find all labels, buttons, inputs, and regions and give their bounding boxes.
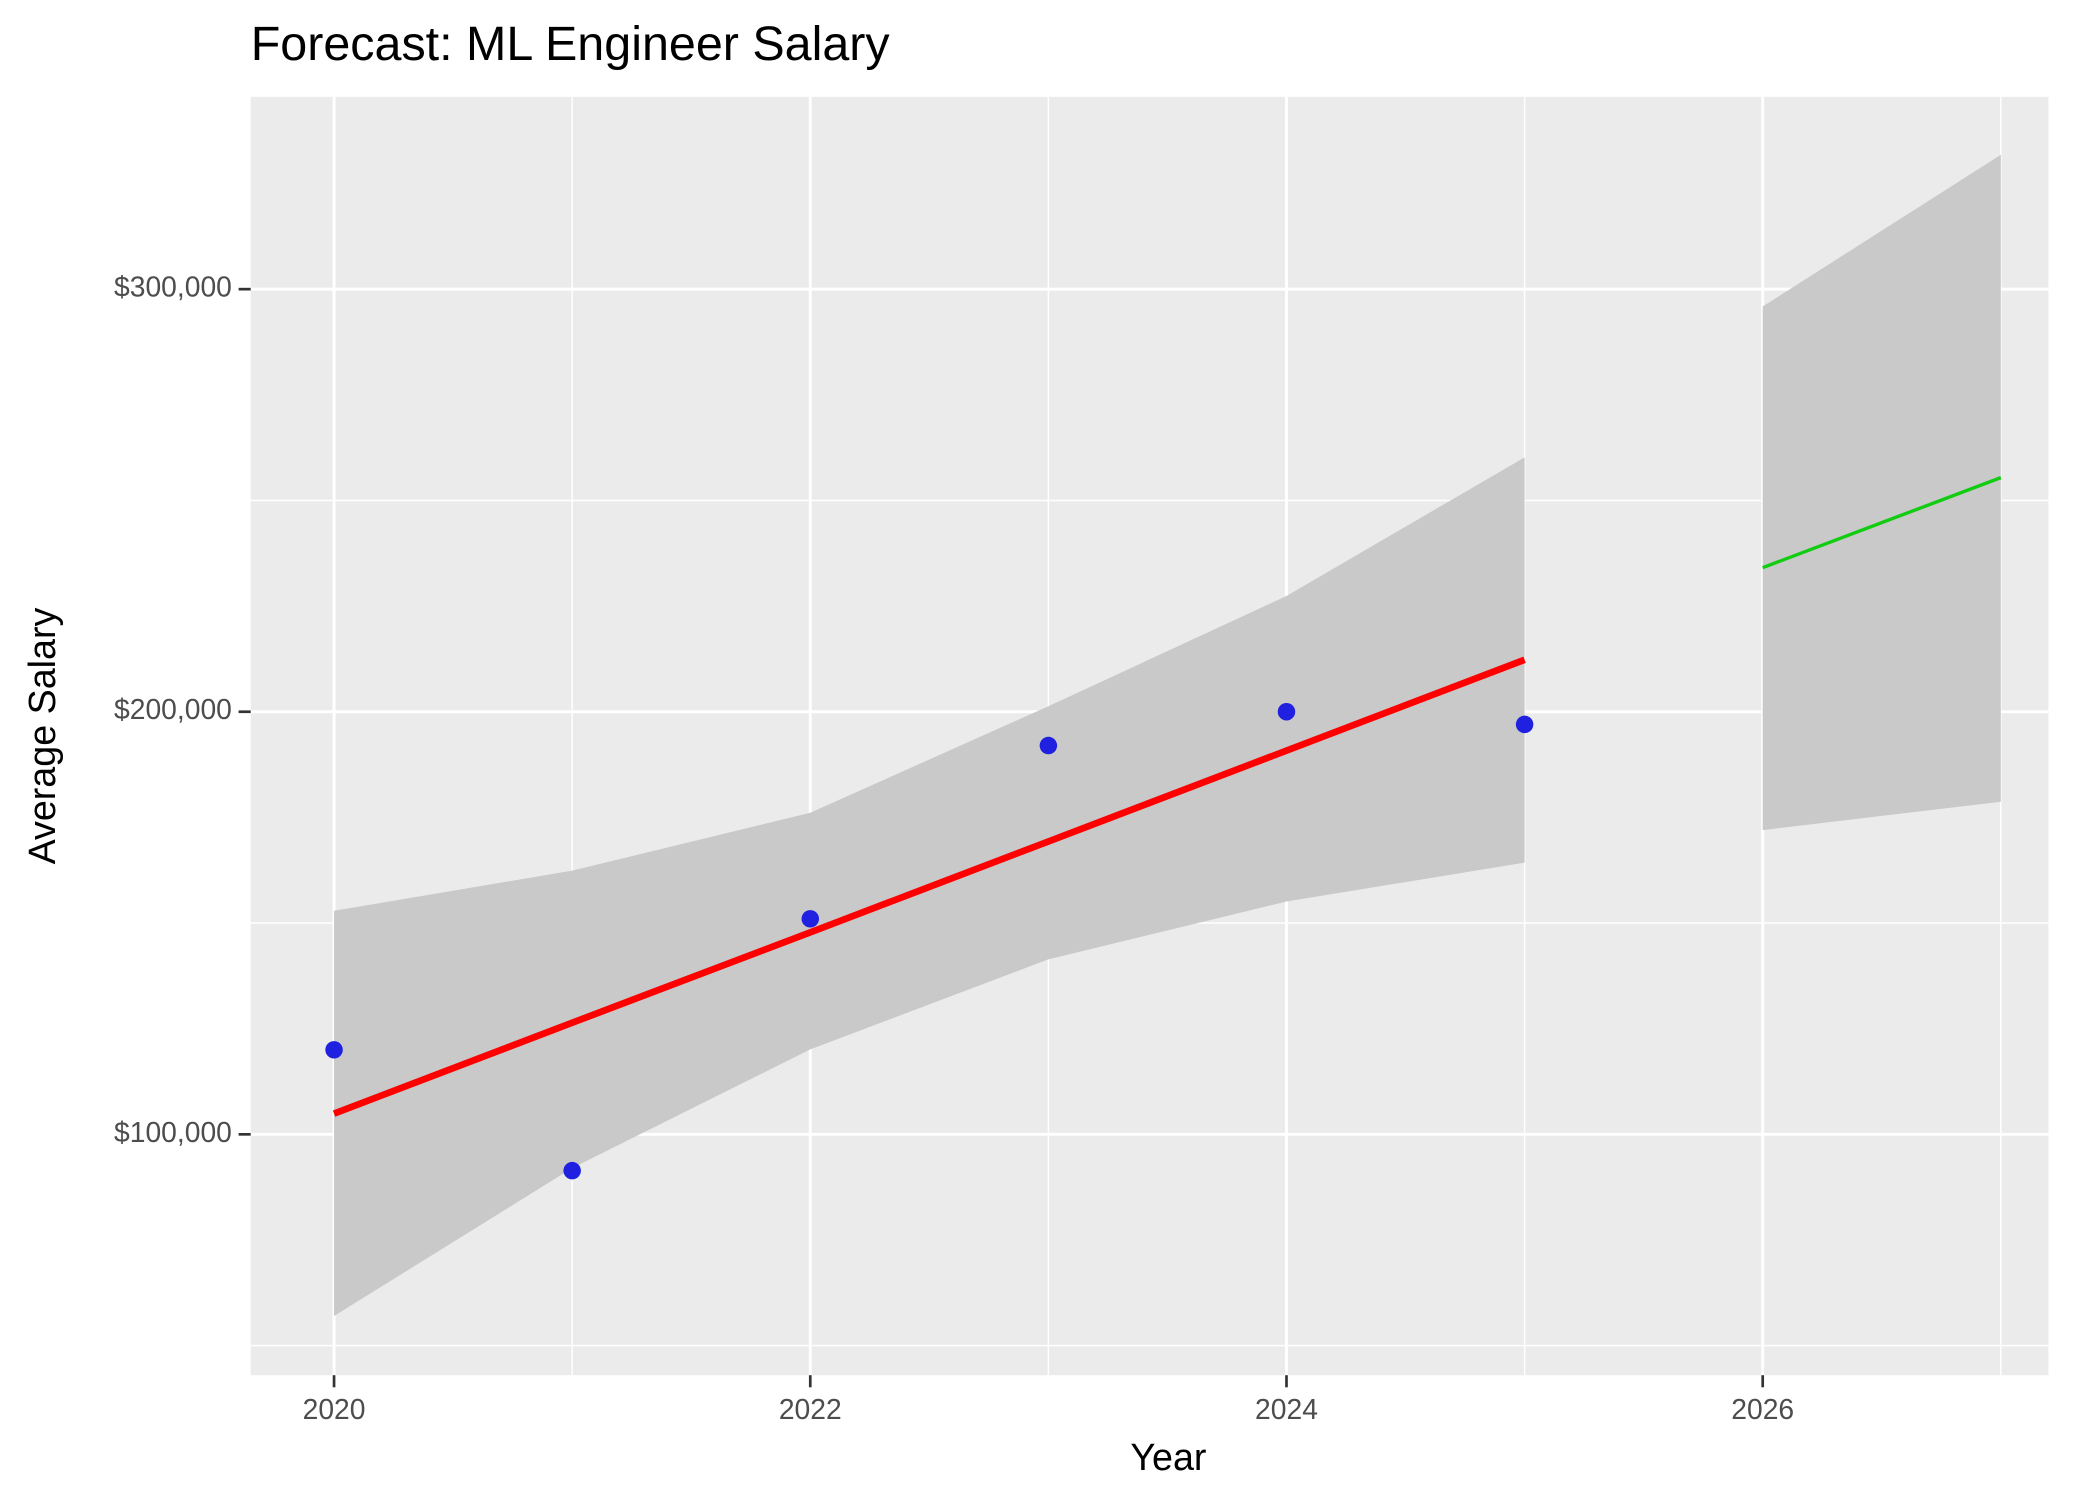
y-tick-label: $200,000 [114, 693, 232, 725]
x-tick-label: 2026 [1731, 1393, 1794, 1425]
y-tick-label: $100,000 [114, 1116, 232, 1148]
point [1515, 715, 1534, 734]
line [332, 656, 1526, 1117]
x-tick-label: 2024 [1255, 1393, 1318, 1425]
y-tick-label: $300,000 [114, 271, 232, 303]
x-tick-label: 2020 [303, 1393, 366, 1425]
x-tick-label: 2022 [779, 1393, 842, 1425]
confidence-band [1762, 154, 2001, 831]
point [801, 910, 820, 928]
point [563, 1161, 581, 1180]
point [1277, 702, 1296, 721]
chart-title: Forecast: ML Engineer Salary [251, 17, 891, 71]
line [1762, 476, 2002, 570]
x-axis-title: Year [1130, 1436, 1206, 1478]
point [325, 1041, 343, 1059]
y-axis-title: Average Salary [21, 607, 63, 864]
point [1039, 736, 1058, 755]
